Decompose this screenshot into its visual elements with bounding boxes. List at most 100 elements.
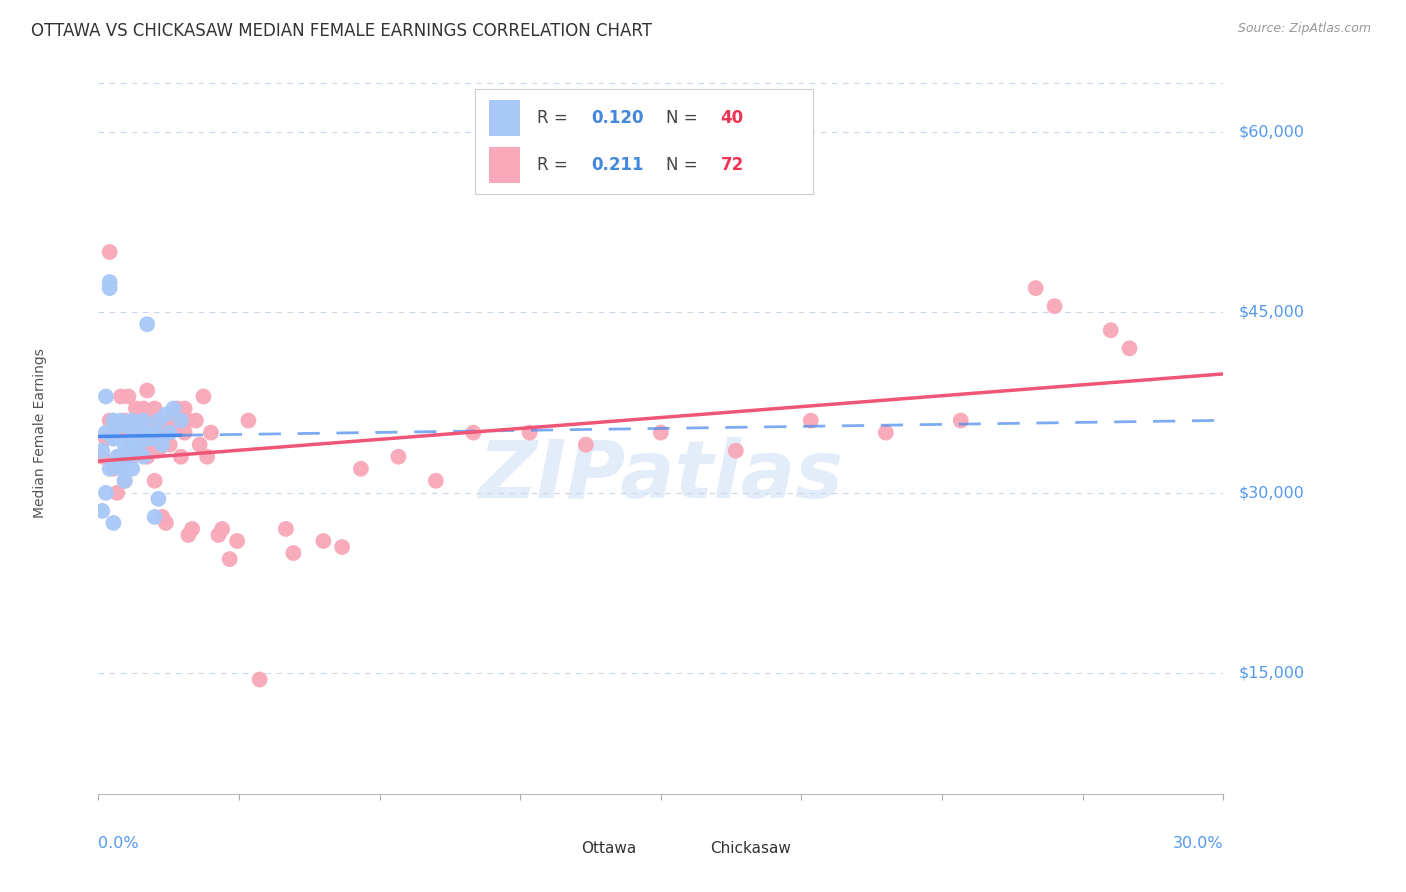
Point [94, 389, 117, 403]
Point [425, 474, 447, 488]
Point [117, 450, 139, 464]
Point [103, 432, 125, 446]
Text: Median Female Earnings: Median Female Earnings [32, 348, 46, 517]
Text: OTTAWA VS CHICKASAW MEDIAN FEMALE EARNINGS CORRELATION CHART: OTTAWA VS CHICKASAW MEDIAN FEMALE EARNIN… [31, 22, 652, 40]
FancyBboxPatch shape [475, 89, 813, 194]
Point [150, 425, 173, 440]
Point [110, 462, 132, 476]
Point [114, 474, 136, 488]
Point [125, 414, 148, 428]
Point [387, 450, 409, 464]
Point [218, 552, 240, 566]
Point [143, 510, 166, 524]
Text: N =: N = [666, 110, 703, 128]
Point [875, 425, 897, 440]
Point [800, 414, 823, 428]
Point [136, 450, 159, 464]
Point [114, 438, 136, 452]
Point [575, 438, 598, 452]
Point [136, 425, 159, 440]
Text: R =: R = [537, 110, 574, 128]
Point [519, 425, 541, 440]
Point [94, 432, 117, 446]
Point [162, 401, 184, 416]
Bar [543, 834, 568, 862]
Point [98, 462, 121, 476]
Point [181, 522, 204, 536]
Point [117, 425, 139, 440]
Text: ZIPatlas: ZIPatlas [478, 437, 844, 515]
Text: $60,000: $60,000 [1239, 124, 1305, 139]
Point [132, 438, 155, 452]
Point [1025, 281, 1047, 295]
Text: Chickasaw: Chickasaw [710, 840, 792, 855]
Point [330, 540, 353, 554]
Point [283, 546, 305, 560]
Text: $45,000: $45,000 [1239, 305, 1305, 319]
Point [166, 401, 188, 416]
Point [238, 414, 260, 428]
Point [155, 516, 177, 530]
Point [184, 414, 207, 428]
Text: 30.0%: 30.0% [1173, 836, 1223, 851]
Point [105, 485, 128, 500]
Point [103, 516, 125, 530]
Point [132, 414, 155, 428]
Point [117, 419, 139, 434]
Point [177, 528, 200, 542]
Point [91, 450, 114, 464]
Point [177, 414, 200, 428]
Point [249, 673, 271, 687]
Point [650, 425, 672, 440]
Text: 0.211: 0.211 [591, 156, 644, 174]
Point [114, 474, 136, 488]
Point [125, 401, 148, 416]
Point [128, 425, 150, 440]
Point [148, 414, 170, 428]
Point [148, 443, 170, 458]
Point [139, 414, 162, 428]
Point [94, 425, 117, 440]
Text: $30,000: $30,000 [1239, 485, 1305, 500]
Point [226, 533, 249, 548]
Bar [489, 100, 520, 136]
Point [121, 414, 143, 428]
Point [114, 414, 136, 428]
Point [162, 414, 184, 428]
Point [125, 425, 148, 440]
Point [110, 414, 132, 428]
Point [173, 401, 195, 416]
Point [121, 450, 143, 464]
Point [121, 438, 143, 452]
Text: 0.120: 0.120 [591, 110, 644, 128]
Point [98, 281, 121, 295]
Point [103, 462, 125, 476]
Text: Ottawa: Ottawa [581, 840, 636, 855]
Text: 0.0%: 0.0% [98, 836, 139, 851]
Text: $15,000: $15,000 [1239, 666, 1305, 681]
Point [200, 425, 222, 440]
Point [132, 450, 155, 464]
Point [350, 462, 373, 476]
Point [98, 414, 121, 428]
Point [105, 419, 128, 434]
Point [195, 450, 218, 464]
Point [148, 491, 170, 506]
Point [98, 244, 121, 259]
Point [125, 443, 148, 458]
Point [463, 425, 485, 440]
Text: N =: N = [666, 156, 703, 174]
Point [117, 389, 139, 403]
Text: 40: 40 [720, 110, 744, 128]
Point [207, 528, 229, 542]
Point [148, 414, 170, 428]
Point [1118, 342, 1140, 356]
Point [274, 522, 297, 536]
Point [724, 443, 747, 458]
Point [128, 419, 150, 434]
Point [159, 438, 181, 452]
Point [170, 414, 193, 428]
Point [136, 384, 159, 398]
Point [91, 443, 114, 458]
Point [143, 425, 166, 440]
